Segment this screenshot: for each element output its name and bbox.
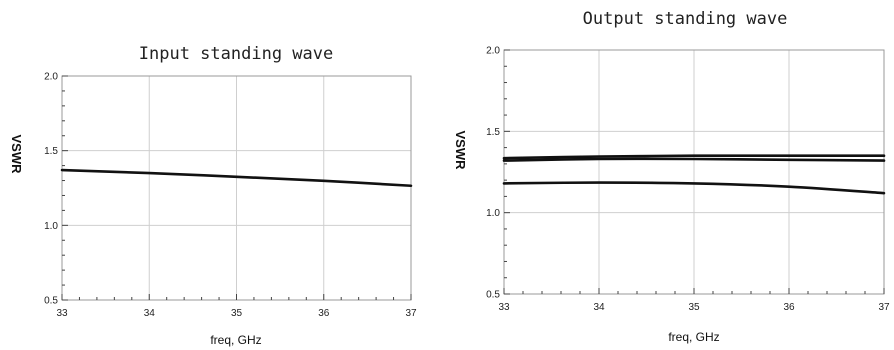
series-line <box>502 181 886 195</box>
x-tick-label: 34 <box>593 302 605 313</box>
y-tick-label: 2.0 <box>486 46 500 57</box>
chart-input-standing-wave: Input standing wave VSWR freq, GHz 33 34 3… <box>9 44 417 347</box>
x-axis-label: freq, GHz <box>668 330 719 344</box>
x-tick-label: 35 <box>688 302 700 313</box>
y-tick-label: 1.0 <box>486 208 500 219</box>
y-axis-label: VSWR <box>453 131 468 171</box>
y-tick-label: 1.5 <box>486 127 500 138</box>
series-line <box>502 154 886 160</box>
y-tick-label: 1.0 <box>44 221 58 232</box>
y-tick-label: 2.0 <box>44 72 58 83</box>
x-axis-label: freq, GHz <box>210 333 261 347</box>
y-tick-label: 1.5 <box>44 146 58 157</box>
x-tick-label: 36 <box>318 308 330 319</box>
chart-output-standing-wave: Output standing wave VSWR freq, GHz 33 34… <box>453 9 890 344</box>
chart-title: Output standing wave <box>583 9 788 29</box>
series-line <box>502 157 886 162</box>
x-tick-label: 36 <box>783 302 795 313</box>
y-axis-label: VSWR <box>9 135 24 175</box>
x-tick-label: 35 <box>231 308 243 319</box>
x-tick-label: 37 <box>878 302 890 313</box>
y-tick-label: 0.5 <box>44 296 58 307</box>
y-tick-label: 0.5 <box>486 290 500 301</box>
x-tick-label: 37 <box>405 308 417 319</box>
chart-title: Input standing wave <box>139 44 333 64</box>
series-line <box>60 168 413 188</box>
x-tick-label: 34 <box>144 308 156 319</box>
x-tick-label: 33 <box>56 308 68 319</box>
x-tick-label: 33 <box>498 302 510 313</box>
